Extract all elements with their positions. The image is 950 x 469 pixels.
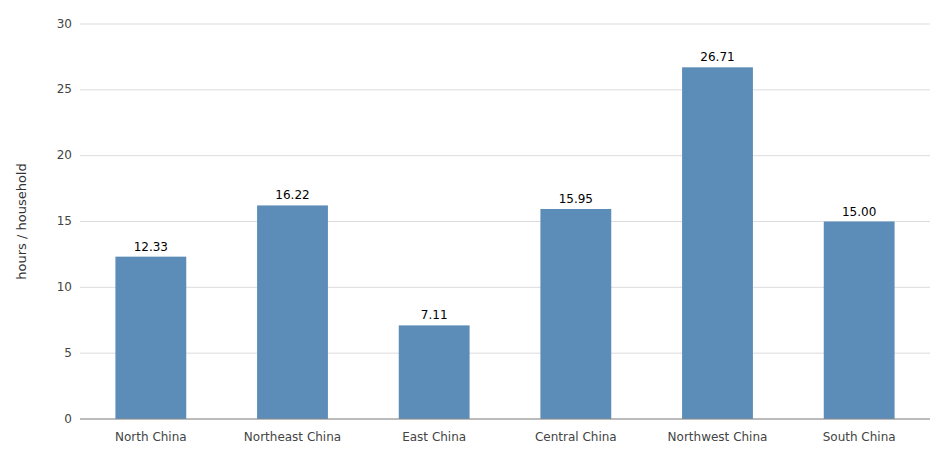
y-tick-label: 15: [57, 214, 72, 228]
y-tick-label: 20: [57, 148, 72, 162]
grid: [80, 24, 930, 419]
x-tick-label: North China: [115, 430, 187, 444]
data-labels: 12.33 16.22 7.11 15.95 26.71 15.00: [134, 50, 877, 322]
chart-container: 0 5 10 15 20 25 30 hours / household 12.33 16.22 7…: [0, 0, 950, 469]
data-label: 7.11: [421, 308, 448, 322]
x-tick-label: South China: [823, 430, 896, 444]
grid-line: [80, 419, 930, 420]
y-tick-label: 0: [64, 412, 72, 426]
bar: [115, 257, 186, 419]
y-tick-label: 25: [57, 82, 72, 96]
y-axis: 0 5 10 15 20 25 30: [57, 17, 72, 426]
bar: [824, 222, 895, 420]
data-label: 12.33: [134, 240, 168, 254]
y-axis-label: hours / household: [14, 163, 29, 279]
y-tick-label: 30: [57, 17, 72, 31]
bars: [115, 67, 894, 419]
x-tick-label: Northwest China: [668, 430, 768, 444]
y-tick-label: 10: [57, 280, 72, 294]
x-axis-line: [80, 419, 930, 420]
grid-line: [80, 89, 930, 90]
x-tick-label: Central China: [535, 430, 617, 444]
x-tick-label: East China: [402, 430, 466, 444]
data-label: 15.95: [559, 192, 593, 206]
x-tick-label: Northeast China: [244, 430, 341, 444]
grid-line: [80, 353, 930, 354]
data-label: 16.22: [275, 188, 309, 202]
chart: 0 5 10 15 20 25 30 hours / household 12.33 16.22 7…: [0, 0, 950, 469]
x-axis: North China Northeast China East China Cent…: [80, 419, 930, 444]
y-tick-label: 5: [64, 346, 72, 360]
bar: [399, 325, 470, 419]
grid-line: [80, 24, 930, 25]
data-label: 26.71: [700, 50, 734, 64]
grid-line: [80, 287, 930, 288]
data-label: 15.00: [842, 205, 876, 219]
grid-line: [80, 155, 930, 156]
bar: [540, 209, 611, 419]
grid-line: [80, 221, 930, 222]
bar: [257, 205, 328, 419]
bar: [682, 67, 753, 419]
